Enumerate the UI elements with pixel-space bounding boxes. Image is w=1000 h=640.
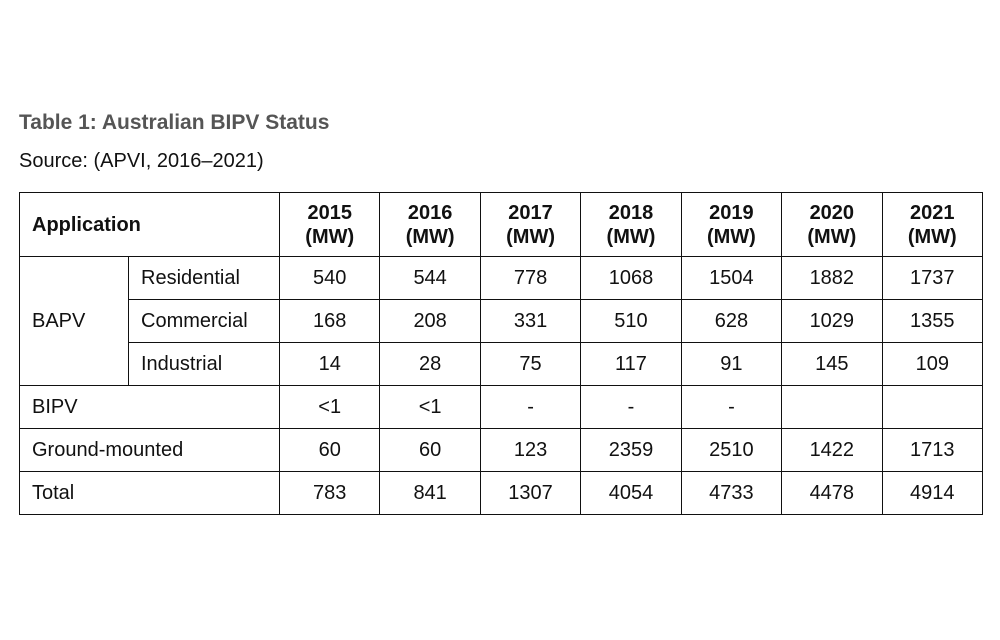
header-cell: 2018 (MW) xyxy=(580,192,682,257)
value-cell: 14 xyxy=(278,342,381,386)
header-cell: Application xyxy=(19,192,280,257)
empty-cell xyxy=(781,385,883,429)
header-cell: 2016 (MW) xyxy=(379,192,481,257)
value-cell: 1068 xyxy=(580,256,682,300)
header-cell: 2015 (MW) xyxy=(278,192,381,257)
value-cell: - xyxy=(580,385,682,429)
table-row: Industrial 14 28 75 117 91 145 109 xyxy=(20,342,984,386)
row-label: Total xyxy=(19,471,280,515)
header-unit: (MW) xyxy=(305,225,355,248)
value-cell: 841 xyxy=(379,471,481,515)
header-unit: (MW) xyxy=(907,225,957,248)
value-cell: 208 xyxy=(379,299,481,343)
header-cell: 2020 (MW) xyxy=(781,192,883,257)
value-cell: 778 xyxy=(479,256,582,300)
value-cell: <1 xyxy=(278,385,381,429)
value-cell: 4478 xyxy=(781,471,883,515)
header-unit: (MW) xyxy=(506,225,555,248)
value-cell: 540 xyxy=(278,256,381,300)
value-cell: 510 xyxy=(580,299,682,343)
value-cell: 2359 xyxy=(580,428,682,472)
value-cell: - xyxy=(680,385,783,429)
value-cell: 60 xyxy=(278,428,381,472)
value-cell: 28 xyxy=(379,342,481,386)
value-cell: 1882 xyxy=(781,256,883,300)
value-cell: 75 xyxy=(479,342,582,386)
header-year: 2017 xyxy=(508,201,553,224)
header-unit: (MW) xyxy=(706,225,756,248)
header-unit: (MW) xyxy=(606,225,656,248)
value-cell: 117 xyxy=(580,342,682,386)
value-cell: 4914 xyxy=(881,471,984,515)
row-label: BIPV xyxy=(19,385,280,429)
header-year: 2018 xyxy=(608,201,654,224)
header-unit: (MW) xyxy=(405,225,455,248)
value-cell: 4733 xyxy=(680,471,783,515)
value-cell: 628 xyxy=(680,299,783,343)
value-cell: 91 xyxy=(680,342,783,386)
value-cell: 123 xyxy=(479,428,582,472)
group-label: BAPV xyxy=(19,256,129,386)
header-year: 2019 xyxy=(709,201,754,224)
header-row: Application 2015 (MW) 2016 (MW) 2017 (MW) 2018(… xyxy=(19,192,984,257)
row-label: Commercial xyxy=(128,299,280,343)
header-year: 2016 xyxy=(407,201,453,224)
value-cell: 1713 xyxy=(881,428,984,472)
header-year: 2015 xyxy=(307,201,352,224)
table-row: BIPV <1 <1- - - xyxy=(19,385,984,429)
value-cell: 145 xyxy=(781,342,883,386)
source-note: Source: (APVI, 2016–2021) xyxy=(19,150,264,172)
header-cell: 2019 (MW) xyxy=(680,192,783,257)
value-cell: 1029 xyxy=(781,299,883,343)
value-cell: 1307 xyxy=(479,471,582,515)
header-cell: 2021 (MW) xyxy=(881,192,984,257)
value-cell: <1 xyxy=(379,385,481,429)
table-row: BAPV Residential 540 544 778 1068 1504 1882 1737 xyxy=(19,256,984,386)
value-cell: 544 xyxy=(379,256,481,300)
value-cell: 109 xyxy=(881,342,984,386)
row-label: Ground-mounted xyxy=(19,428,280,472)
value-cell: 60 xyxy=(379,428,481,472)
value-cell: 1355 xyxy=(881,299,984,343)
header-cell: 2017 (MW) xyxy=(479,192,582,257)
value-cell: 2510 xyxy=(680,428,783,472)
header-year: 2020 xyxy=(809,201,855,224)
value-cell: 1422 xyxy=(781,428,883,472)
data-table: Application 2015 (MW) 2016 (MW) 2017 (MW) 2018(… xyxy=(19,192,984,515)
table-title: Table 1: Australian BIPV Status xyxy=(19,111,330,134)
value-cell: 331 xyxy=(479,299,582,343)
empty-cell xyxy=(881,385,984,429)
table-row: Total 783 841 1307 4054 4733 4478 4914 xyxy=(19,471,984,515)
row-label: Industrial xyxy=(128,342,280,386)
table-row: Ground-mounted 60 60 123 2359 2510 1422 1713 xyxy=(19,428,984,472)
value-cell: 4054 xyxy=(580,471,682,515)
header-year: 2021 xyxy=(910,201,955,224)
value-cell: 783 xyxy=(278,471,381,515)
value-cell: 1737 xyxy=(881,256,984,300)
value-cell: 168 xyxy=(278,299,381,343)
value-cell: - xyxy=(479,385,582,429)
row-label: Residential xyxy=(128,256,280,300)
table-row: Commercial 168 208 331 510 628 1029 1355 xyxy=(20,299,984,343)
value-cell: 1504 xyxy=(680,256,783,300)
header-unit: (MW) xyxy=(807,225,857,248)
